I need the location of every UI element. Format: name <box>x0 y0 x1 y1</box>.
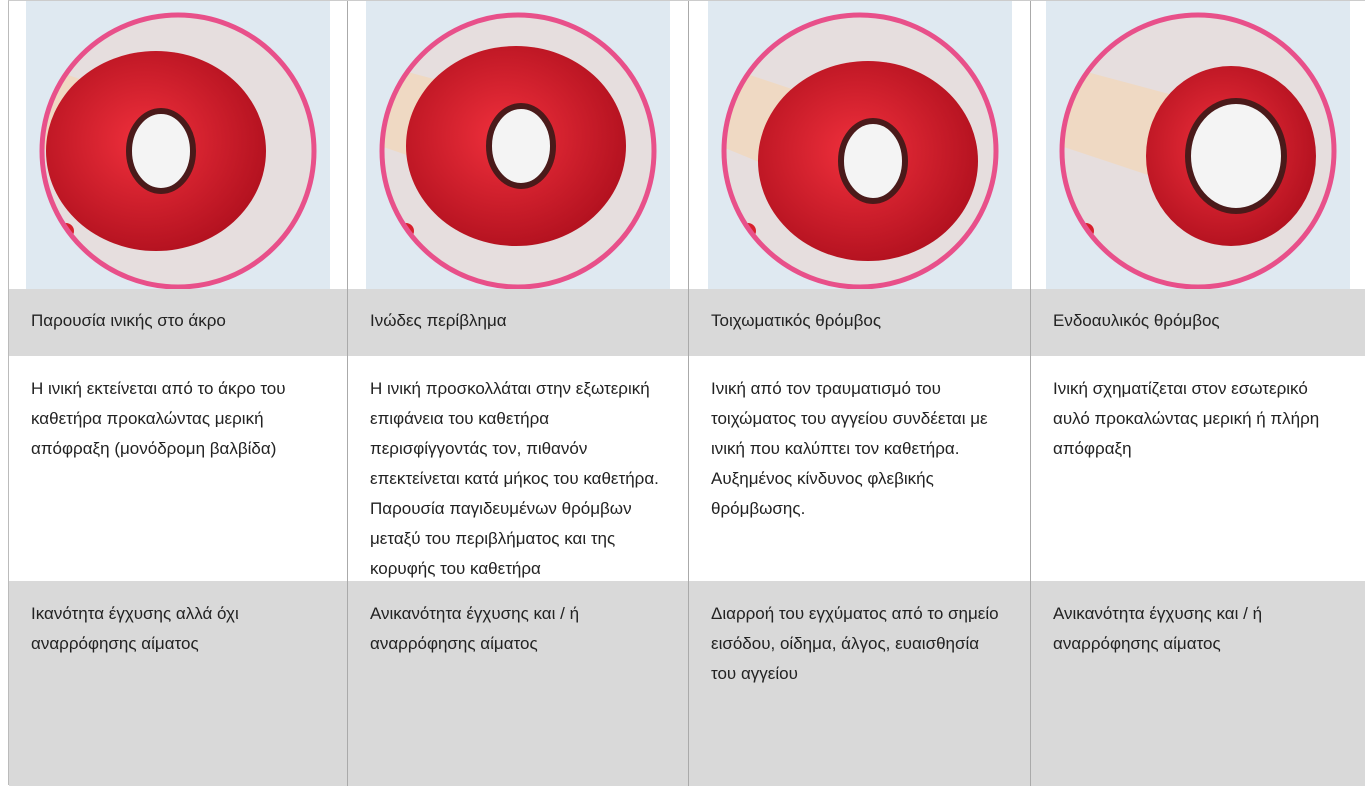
image-cell <box>9 1 348 289</box>
image-frame <box>721 12 998 289</box>
condition-label: Ενδοαυλικός θρόμβος <box>1031 289 1365 356</box>
description: Ινική από τον τραυματισμό του τοιχώματος… <box>689 356 1031 581</box>
table: Παρουσία ινικής στο άκρο Ινώδες περίβλημα… <box>8 0 1365 786</box>
image-frame <box>1059 12 1337 289</box>
description: Ινική σχηματίζεται στον εσωτερικό αυλό π… <box>1031 356 1365 581</box>
condition-label: Παρουσία ινικής στο άκρο <box>9 289 348 356</box>
image-cell <box>348 1 689 289</box>
image-frame <box>379 12 657 289</box>
condition-label: Ινώδες περίβλημα <box>348 289 689 356</box>
condition-label: Τοιχωματικός θρόμβος <box>689 289 1031 356</box>
image-cell <box>1031 1 1365 289</box>
lumen <box>486 103 556 189</box>
lumen <box>126 108 196 194</box>
description: Η ινική προσκολλάται στην εξωτερική επιφ… <box>348 356 689 581</box>
lumen <box>1185 98 1287 214</box>
illustration <box>1046 1 1350 289</box>
symptom: Ανικανότητα έγχυσης και / ή αναρρόφησης … <box>1031 581 1365 786</box>
symptom: Ικανότητα έγχυσης αλλά όχι αναρρόφησης α… <box>9 581 348 786</box>
description: Η ινική εκτείνεται από το άκρο του καθετ… <box>9 356 348 581</box>
illustration <box>26 1 330 289</box>
image-frame <box>39 12 317 289</box>
illustration <box>707 1 1012 289</box>
lumen <box>837 118 908 204</box>
symptom: Διαρροή του εγχύματος από το σημείο εισό… <box>689 581 1031 786</box>
symptom: Ανικανότητα έγχυσης και / ή αναρρόφησης … <box>348 581 689 786</box>
illustration <box>366 1 670 289</box>
image-cell <box>689 1 1031 289</box>
